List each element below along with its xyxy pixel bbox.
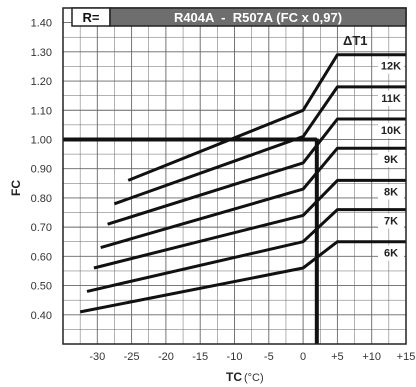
series-line-11k: [113, 85, 406, 206]
series-line-12k: [127, 53, 406, 182]
x-tick-label: 0: [300, 351, 306, 363]
series-label-box: [378, 123, 404, 139]
x-tick-label: +10: [362, 351, 381, 363]
y-tick-label: 1.00: [31, 134, 52, 146]
series-label: 6K: [384, 248, 398, 260]
x-tick-label: -25: [124, 351, 140, 363]
x-tick-label: -20: [158, 351, 174, 363]
y-tick-label: 0.50: [31, 281, 52, 293]
header-left-label: R=: [83, 10, 100, 25]
series-label-box: [378, 184, 404, 200]
y-tick-label: 0.60: [31, 251, 52, 263]
y-tick-label: 1.10: [31, 105, 52, 117]
y-tick-label: 0.90: [31, 164, 52, 176]
y-tick-label: 0.40: [31, 310, 52, 322]
series-line-8k: [93, 178, 406, 270]
series-labels: 12K 11K 10K 9K 8K 7K 6K: [378, 58, 404, 261]
tick-labels: 0.40 0.50 0.60 0.70 0.80 0.90 1.00 1.10 1.20 1.30…: [31, 18, 416, 363]
grid: [63, 8, 406, 344]
x-axis-unit: (°C): [244, 372, 264, 384]
series-label-box: [378, 152, 404, 168]
y-tick-label: 0.70: [31, 222, 52, 234]
header-right-label: R404A - R507A (FC x 0,97): [174, 10, 342, 25]
series-line-10k: [107, 117, 406, 226]
series-label-box: [378, 213, 404, 229]
x-tick-label: -30: [89, 351, 105, 363]
series-line-7k: [86, 208, 406, 293]
x-tick-label: +15: [397, 351, 416, 363]
series-label: 12K: [381, 61, 401, 73]
header-right-box: [109, 7, 407, 27]
series-label-box: [378, 58, 404, 74]
series-label: 10K: [381, 125, 401, 137]
series-label: 11K: [381, 93, 401, 105]
series-group: [79, 53, 406, 314]
y-tick-label: 1.40: [31, 18, 52, 30]
legend-title: ΔT1: [343, 33, 368, 48]
series-line-6k: [79, 240, 406, 314]
series-label: 9K: [384, 154, 398, 166]
series-label: 8K: [384, 186, 398, 198]
y-axis-title: FC: [9, 180, 23, 196]
chart-header: R= R404A - R507A (FC x 0,97): [71, 7, 407, 27]
x-tick-label: -10: [227, 351, 243, 363]
y-tick-label: 1.20: [31, 76, 52, 88]
series-label: 7K: [384, 216, 398, 228]
series-line-9k: [100, 146, 406, 250]
series-label-box: [378, 245, 404, 261]
x-tick-label: -5: [264, 351, 274, 363]
series-label-box: [378, 90, 404, 106]
y-tick-label: 1.30: [31, 47, 52, 59]
x-axis-title: TC: [226, 370, 242, 384]
x-tick-label: +5: [331, 351, 344, 363]
x-tick-label: -15: [192, 351, 208, 363]
y-tick-label: 0.80: [31, 193, 52, 205]
